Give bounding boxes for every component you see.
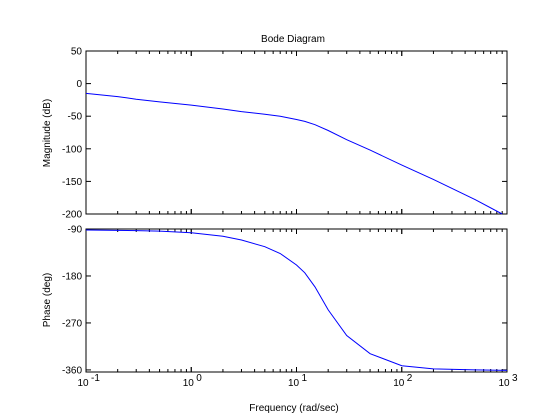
series-lines	[85, 92, 508, 371]
x-axis-title: Frequency (rad/sec)	[249, 403, 338, 414]
magnitude-y-axis-title: Magnitude (dB)	[42, 99, 53, 167]
phase-y-tick-label: -360	[62, 365, 82, 376]
x-tick-label: 10	[393, 378, 405, 389]
x-tick-label: 10	[498, 378, 510, 389]
x-tick-label-exponent: -1	[91, 373, 100, 384]
x-tick-label: 10	[183, 378, 195, 389]
chart-title: Bode Diagram	[261, 34, 325, 45]
x-tick-label-exponent: 3	[512, 373, 518, 384]
magnitude-y-tick-label: -200	[62, 210, 82, 221]
magnitude-y-tick-label: -100	[62, 144, 82, 155]
phase-y-tick-label: -270	[62, 318, 82, 329]
phase-y-tick-label: -90	[68, 225, 83, 236]
x-tick-label: 10	[288, 378, 300, 389]
x-tick-label-exponent: 1	[302, 373, 308, 384]
phase-plot-frame	[85, 228, 508, 373]
phase-series-line	[85, 229, 508, 371]
phase-y-tick-label: -180	[62, 271, 82, 282]
x-tick-label-exponent: 0	[196, 373, 202, 384]
phase-y-axis-title: Phase (deg)	[42, 273, 53, 327]
magnitude-series-line	[85, 92, 503, 215]
magnitude-y-tick-label: 50	[71, 47, 83, 58]
x-tick-label-exponent: 2	[407, 373, 413, 384]
x-tick-label: 10	[77, 378, 89, 389]
magnitude-y-tick-label: 0	[76, 79, 82, 90]
magnitude-y-tick-label: -150	[62, 177, 82, 188]
magnitude-y-tick-label: -50	[68, 112, 83, 123]
magnitude-plot-frame	[85, 50, 508, 215]
